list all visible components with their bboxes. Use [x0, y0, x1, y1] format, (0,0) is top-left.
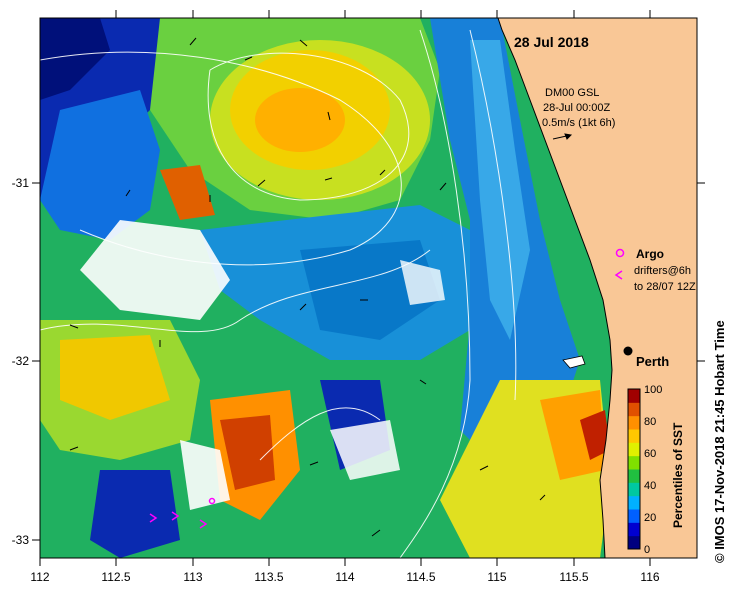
- colorbar-tick: 40: [644, 480, 656, 492]
- colorbar-tick: 20: [644, 512, 656, 524]
- contour-lines: [39, 29, 517, 559]
- y-tick-label: -31: [12, 176, 30, 190]
- colorbar-segment: [628, 509, 640, 523]
- colorbar-segment: [628, 495, 640, 510]
- colorbar-segment: [628, 535, 640, 550]
- colorbar-tick: 100: [644, 384, 662, 396]
- colorbar-segment: [628, 522, 640, 537]
- colorbar-segment: [628, 402, 640, 417]
- colorbar-segment: [628, 389, 640, 403]
- colorbar-segment: [628, 469, 640, 483]
- colorbar-segment: [628, 482, 640, 497]
- argo-icon: [615, 248, 625, 258]
- axis-ticks: [32, 10, 705, 566]
- x-tick-label: 113.5: [254, 570, 283, 584]
- perth-marker: [623, 346, 633, 356]
- drifter-icon: [614, 270, 623, 280]
- colorbar-ticks: 0 20 40 60 80 100: [644, 384, 662, 556]
- island: [562, 355, 586, 369]
- drifters-label-2: to 28/07 12Z: [634, 281, 696, 293]
- y-tick-label: -32: [12, 354, 30, 368]
- model-time: 28-Jul 00:00Z: [543, 102, 611, 114]
- x-tick-label: 112: [30, 570, 49, 584]
- colorbar-segment: [628, 455, 640, 470]
- drifters-label-1: drifters@6h: [634, 265, 691, 277]
- model-name: DM00 GSL: [545, 87, 599, 99]
- x-tick-label: 113: [183, 570, 202, 584]
- drifter-tracks: [149, 497, 216, 529]
- colorbar-segment: [628, 429, 640, 443]
- x-tick-label: 114.5: [406, 570, 435, 584]
- date-label: 28 Jul 2018: [514, 34, 589, 50]
- city-label: Perth: [636, 354, 669, 369]
- scale-arrow: [552, 133, 573, 140]
- colorbar: [627, 388, 641, 550]
- x-tick-label: 115.5: [559, 570, 588, 584]
- footer-credit: © IMOS 17-Nov-2018 21:45 Hobart Time: [712, 320, 727, 563]
- colorbar-tick: 0: [644, 544, 650, 556]
- colorbar-segment: [628, 442, 640, 457]
- y-tick-label: -33: [12, 533, 30, 547]
- x-tick-label: 112.5: [101, 570, 130, 584]
- colorbar-frame: [627, 388, 641, 550]
- colorbar-tick: 60: [644, 448, 656, 460]
- x-tick-label: 115: [487, 570, 506, 584]
- x-tick-label: 116: [640, 570, 659, 584]
- colorbar-tick: 80: [644, 416, 656, 428]
- x-tick-label: 114: [335, 570, 354, 584]
- colorbar-segment: [628, 415, 640, 430]
- argo-label: Argo: [636, 247, 664, 261]
- vector-scale: 0.5m/s (1kt 6h): [542, 117, 615, 129]
- colorbar-title: Percentiles of SST: [671, 422, 685, 528]
- current-vectors: [69, 37, 546, 537]
